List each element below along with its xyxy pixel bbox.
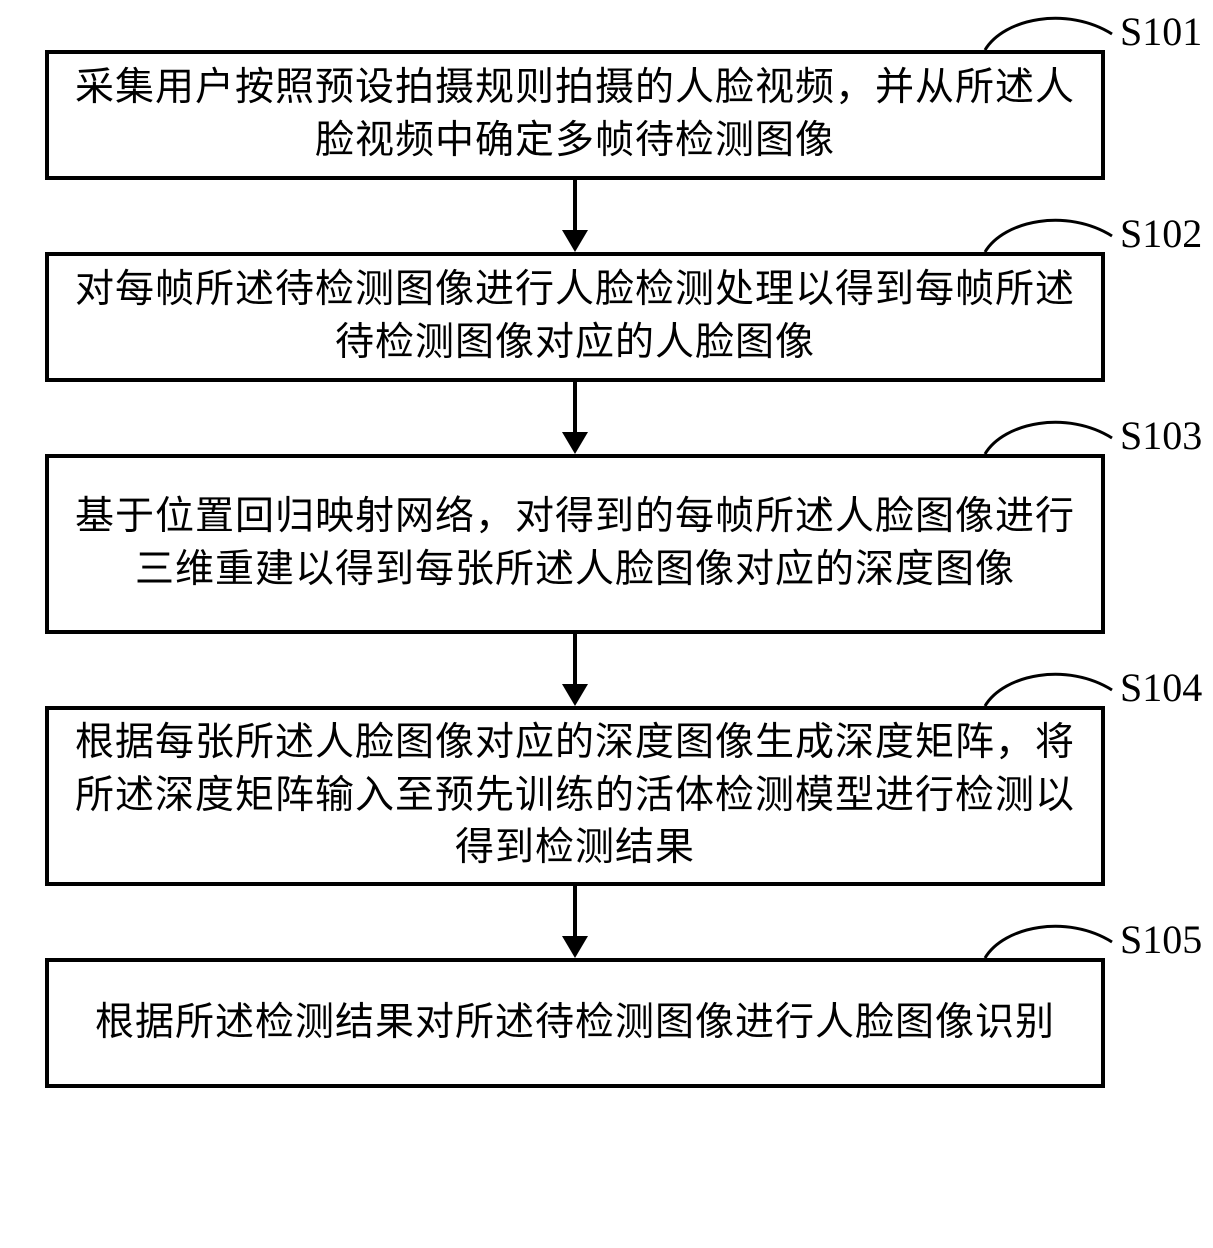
flow-step-S102: 对每帧所述待检测图像进行人脸检测处理以得到每帧所述待检测图像对应的人脸图像 [45,252,1105,382]
flow-step-label-S103: S103 [1120,412,1202,459]
flow-step-S104: 根据每张所述人脸图像对应的深度图像生成深度矩阵，将所述深度矩阵输入至预先训练的活… [45,706,1105,886]
flow-step-text: 对每帧所述待检测图像进行人脸检测处理以得到每帧所述待检测图像对应的人脸图像 [69,264,1081,369]
flow-step-text: 基于位置回归映射网络，对得到的每帧所述人脸图像进行三维重建以得到每张所述人脸图像… [69,491,1081,596]
flow-arrow [545,886,605,963]
flow-step-label-S101: S101 [1120,8,1202,55]
flow-step-label-S104: S104 [1120,664,1202,711]
flow-step-text: 采集用户按照预设拍摄规则拍摄的人脸视频，并从所述人脸视频中确定多帧待检测图像 [69,62,1081,167]
flow-step-S105: 根据所述检测结果对所述待检测图像进行人脸图像识别 [45,958,1105,1088]
flow-step-text: 根据每张所述人脸图像对应的深度图像生成深度矩阵，将所述深度矩阵输入至预先训练的活… [69,717,1081,875]
flow-step-label-S102: S102 [1120,210,1202,257]
flow-arrow [545,382,605,459]
flow-step-S101: 采集用户按照预设拍摄规则拍摄的人脸视频，并从所述人脸视频中确定多帧待检测图像 [45,50,1105,180]
flow-arrow [545,634,605,711]
flow-step-label-S105: S105 [1120,916,1202,963]
flow-step-text: 根据所述检测结果对所述待检测图像进行人脸图像识别 [95,997,1055,1050]
flow-step-S103: 基于位置回归映射网络，对得到的每帧所述人脸图像进行三维重建以得到每张所述人脸图像… [45,454,1105,634]
flow-arrow [545,180,605,257]
